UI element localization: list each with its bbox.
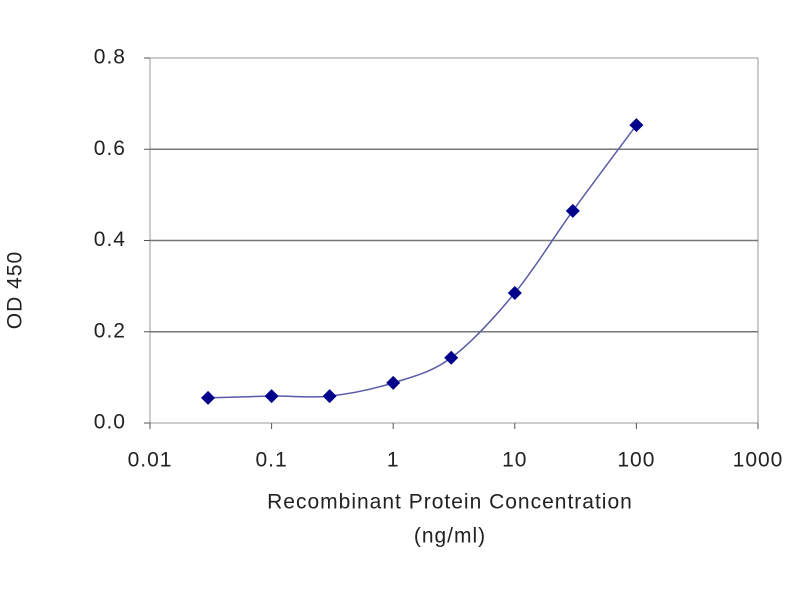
data-point (264, 389, 279, 404)
y-tick-label: 0.4 (94, 228, 126, 251)
x-axis-unit: (ng/ml) (414, 525, 486, 548)
data-point (322, 389, 337, 404)
x-axis-label: Recombinant Protein Concentration (267, 491, 633, 514)
x-tick-label: 10 (502, 449, 527, 472)
data-point (444, 350, 459, 365)
x-tick-label: 0.01 (128, 449, 173, 472)
y-axis-label: OD 450 (4, 251, 27, 329)
x-tick-label: 100 (617, 449, 655, 472)
data-point (507, 285, 522, 300)
x-tick-label: 0.1 (255, 449, 287, 472)
x-tick-label: 1 (387, 449, 400, 472)
y-tick-label: 0.6 (94, 137, 126, 160)
y-tick-label: 0.8 (94, 46, 126, 69)
y-tick-label: 0.2 (94, 319, 126, 342)
data-point (201, 390, 216, 405)
x-tick-label: 1000 (733, 449, 784, 472)
y-tick-label: 0.0 (94, 411, 126, 434)
data-point (629, 118, 644, 133)
data-point (565, 203, 580, 218)
data-point (386, 375, 401, 390)
